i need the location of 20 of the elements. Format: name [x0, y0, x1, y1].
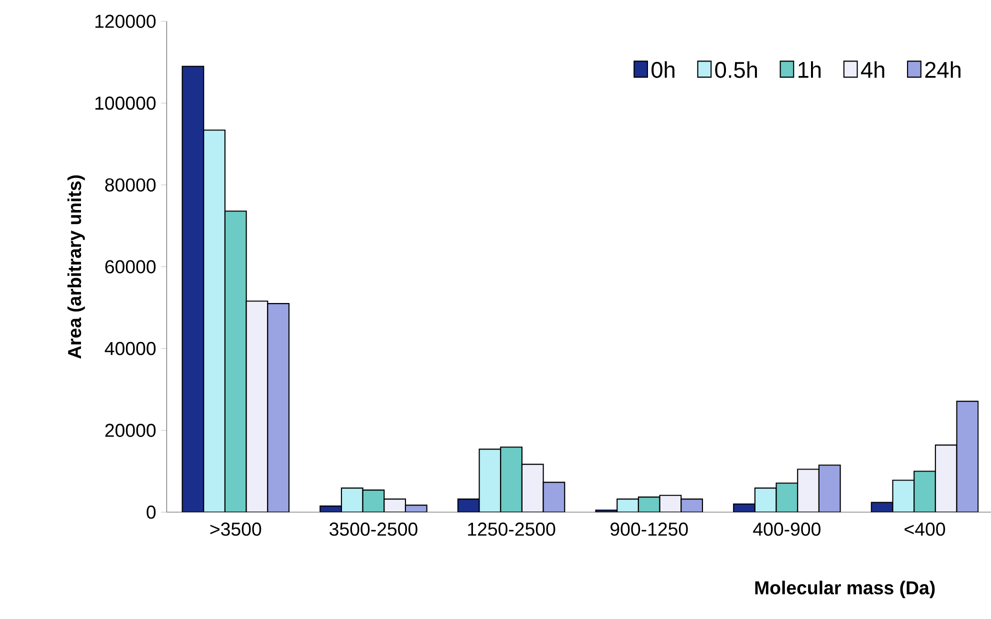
- x-tick-label: 3500-2500: [330, 522, 418, 536]
- legend-label: 0.5h: [715, 61, 757, 78]
- y-tick-label: 80000: [105, 178, 156, 192]
- x-tick-label: >3500: [210, 522, 262, 536]
- x-tick-label: 1250-2500: [468, 522, 556, 536]
- y-axis-title: Area (arbitrary units): [67, 175, 85, 359]
- legend-label: 0h: [652, 61, 674, 78]
- x-tick-label: <400: [904, 522, 946, 536]
- y-tick-label: 20000: [105, 424, 156, 438]
- legend-label: 4h: [860, 61, 884, 78]
- legend-label: 24h: [925, 61, 960, 78]
- y-tick-label: 60000: [105, 260, 156, 274]
- y-tick-label: 40000: [104, 342, 156, 356]
- legend-label: 1h: [798, 61, 821, 78]
- y-tick-label: 120000: [95, 14, 156, 28]
- x-tick-label: 400-900: [753, 522, 820, 536]
- y-tick-label: 0: [146, 506, 156, 519]
- y-tick-label: 100000: [95, 96, 156, 110]
- x-axis-title: Molecular mass (Da): [755, 580, 935, 598]
- x-tick-label: 900-1250: [610, 522, 688, 536]
